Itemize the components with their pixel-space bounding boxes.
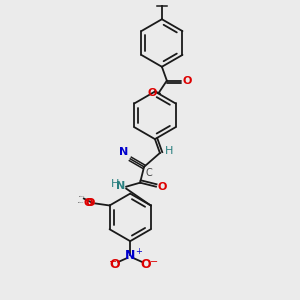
Text: −: − [150, 257, 158, 267]
Text: O: O [85, 197, 95, 208]
Text: methoxy: methoxy [79, 195, 85, 196]
Text: O: O [158, 182, 167, 192]
Text: C: C [145, 168, 152, 178]
Text: O: O [109, 258, 120, 272]
Text: H: H [165, 146, 173, 156]
Text: N: N [116, 181, 125, 191]
Text: O: O [148, 88, 157, 98]
Text: N: N [125, 248, 135, 262]
Text: O: O [83, 197, 93, 208]
Text: H: H [111, 179, 119, 189]
Text: +: + [135, 247, 142, 256]
Text: O: O [141, 258, 151, 272]
Text: methoxy: methoxy [78, 202, 84, 203]
Text: N: N [119, 147, 128, 157]
Text: O: O [183, 76, 192, 85]
Text: −: − [110, 257, 118, 267]
